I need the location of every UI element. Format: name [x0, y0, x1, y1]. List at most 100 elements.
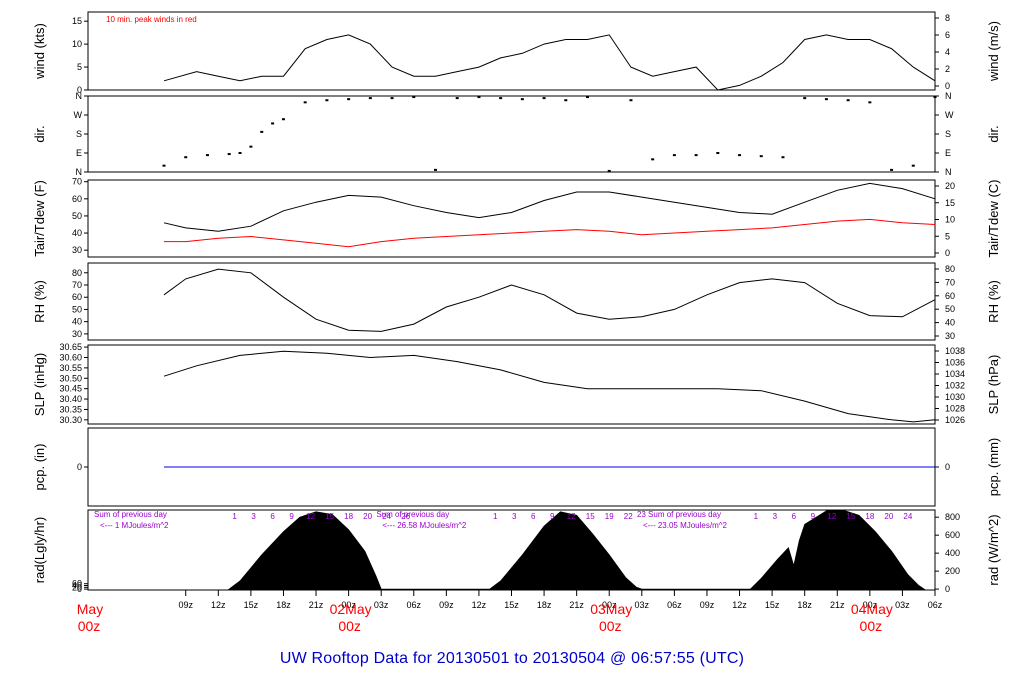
temp-tick-label-right: 15	[945, 198, 955, 208]
temp-tick-label-left: 60	[72, 194, 82, 204]
rad-tick-label-left: 60	[72, 579, 82, 589]
dir-point	[542, 97, 546, 100]
dir-tick-label-left: W	[74, 110, 83, 120]
wind-tick-label-left: 0	[77, 85, 82, 95]
time-tick-label: 12z	[211, 600, 226, 610]
wind-series-0	[163, 34, 936, 91]
dir-ylabel-left: dir.	[32, 125, 47, 142]
rad-annotation: Sum of previous day	[376, 510, 449, 519]
time-tick-label: 18z	[797, 600, 812, 610]
rad-hour-mark: 12	[306, 512, 315, 521]
temp-tick-label-right: 10	[945, 215, 955, 225]
wind-note: 10 min. peak winds in red	[106, 15, 197, 24]
dir-point	[238, 152, 242, 154]
dir-tick-label-right: W	[945, 110, 954, 120]
time-tick-label: 03z	[635, 600, 650, 610]
pcp-ylabel-right: pcp. (mm)	[986, 438, 1001, 497]
slp-tick-label-left: 30.50	[59, 373, 82, 383]
dir-point	[390, 97, 394, 100]
dir-point	[271, 122, 275, 125]
slp-ylabel-right: SLP (hPa)	[986, 355, 1001, 415]
dir-point	[564, 99, 568, 102]
rad-hour-mark: 1	[754, 512, 759, 521]
rad-hour-mark: 1	[232, 512, 237, 521]
time-tick-label: 00z	[341, 600, 356, 610]
rad-hour-mark: 18	[865, 512, 874, 521]
dir-tick-label-left: E	[76, 148, 82, 158]
day-hour-label: 00z	[338, 618, 361, 634]
rad-hour-mark: 12	[567, 512, 576, 521]
pcp-ylabel-left: pcp. (in)	[32, 444, 47, 491]
rad-hour-mark: 15	[846, 512, 855, 521]
rad-hour-mark: 20	[363, 512, 372, 521]
rad-annotation: <--- 1 MJoules/m^2	[100, 521, 169, 530]
rad-hour-mark: 3	[251, 512, 256, 521]
rh-ylabel-left: RH (%)	[32, 280, 47, 323]
time-tick-label: 15z	[765, 600, 780, 610]
wind-panel: wind (kts) wind (m/s) 0 5 10 15 0 2 4 6 8 10 min. p…	[32, 11, 1001, 95]
temp-tick-label-right: 0	[945, 248, 950, 258]
dir-point	[672, 154, 676, 157]
rad-tick-label-left: 20	[72, 582, 82, 592]
rh-tick-label-right: 50	[945, 304, 955, 314]
wind-tick-label-right: 6	[945, 30, 950, 40]
rad-panel: rad(Lgly/hr) rad (W/m^2)02040600200400600…	[32, 509, 1001, 594]
dir-point	[651, 158, 655, 161]
rad-hour-mark: 9	[811, 512, 816, 521]
dir-tick-label-right: S	[945, 129, 951, 139]
rad-hour-mark: 9	[550, 512, 555, 521]
slp-tick-label-left: 30.30	[59, 415, 82, 425]
rad-hour-mark: 24	[903, 512, 912, 521]
rad-hour-mark: 6	[270, 512, 275, 521]
temp-tick-label-right: 20	[945, 181, 955, 191]
rh-tick-label-left: 30	[72, 329, 82, 339]
time-tick-label: 12z	[472, 600, 487, 610]
dir-point	[325, 99, 329, 102]
rh-ylabel-right: RH (%)	[986, 280, 1001, 323]
rh-tick-label-left: 70	[72, 280, 82, 290]
time-tick-label: 21z	[309, 600, 324, 610]
dir-point	[759, 155, 763, 158]
rad-tick-label-right: 600	[945, 530, 960, 540]
rad-tick-label-right: 400	[945, 548, 960, 558]
dir-tick-label-right: N	[945, 167, 952, 177]
time-tick-label: 12z	[732, 600, 747, 610]
rad-hour-mark: 20	[884, 512, 893, 521]
slp-tick-label-left: 30.45	[59, 384, 82, 394]
dir-point	[607, 169, 611, 172]
time-tick-label: 15z	[504, 600, 519, 610]
temp-panel: Tair/Tdew (F) Tair/Tdew (C) 30 40 50 60 70 0 5 10…	[32, 177, 1001, 258]
rad-hour-mark: 1	[493, 512, 498, 521]
time-tick-label: 09z	[439, 600, 454, 610]
time-tick-label: 00z	[602, 600, 617, 610]
time-tick-label: 21z	[569, 600, 584, 610]
rh-tick-label-right: 70	[945, 277, 955, 287]
dir-point	[205, 154, 209, 157]
dir-point	[629, 99, 633, 102]
temp-tick-label-left: 40	[72, 228, 82, 238]
rh-tick-label-right: 80	[945, 264, 955, 274]
temp-tick-label-left: 30	[72, 245, 82, 255]
rh-panel: RH (%) RH (%) 30 40 50 60 70 80 30 40 50 60 70 80	[32, 262, 1001, 341]
slp-tick-label-right: 1030	[945, 392, 965, 402]
dir-point	[781, 156, 785, 159]
dir-point	[184, 156, 188, 159]
chart-title: UW Rooftop Data for 20130501 to 20130504…	[279, 650, 745, 667]
slp-tick-label-right: 1028	[945, 404, 965, 414]
dir-tick-label-left: N	[76, 167, 83, 177]
day-label: May	[77, 601, 103, 617]
dir-ylabel-right: dir.	[986, 125, 1001, 142]
rad-tick-label-left: 40	[72, 581, 82, 591]
rad-annotation: <--- 26.58 MJoules/m^2	[382, 521, 467, 530]
slp-tick-label-right: 1036	[945, 358, 965, 368]
wind-tick-label-left: 5	[77, 62, 82, 72]
temp-series-0	[163, 182, 936, 232]
rad-area	[228, 509, 926, 590]
rad-hour-mark: 9	[289, 512, 294, 521]
slp-tick-label-right: 1026	[945, 415, 965, 425]
time-tick-label: 03z	[895, 600, 910, 610]
rad-hour-mark: 6	[531, 512, 536, 521]
dir-point	[249, 145, 253, 148]
rh-tick-label-right: 30	[945, 331, 955, 341]
